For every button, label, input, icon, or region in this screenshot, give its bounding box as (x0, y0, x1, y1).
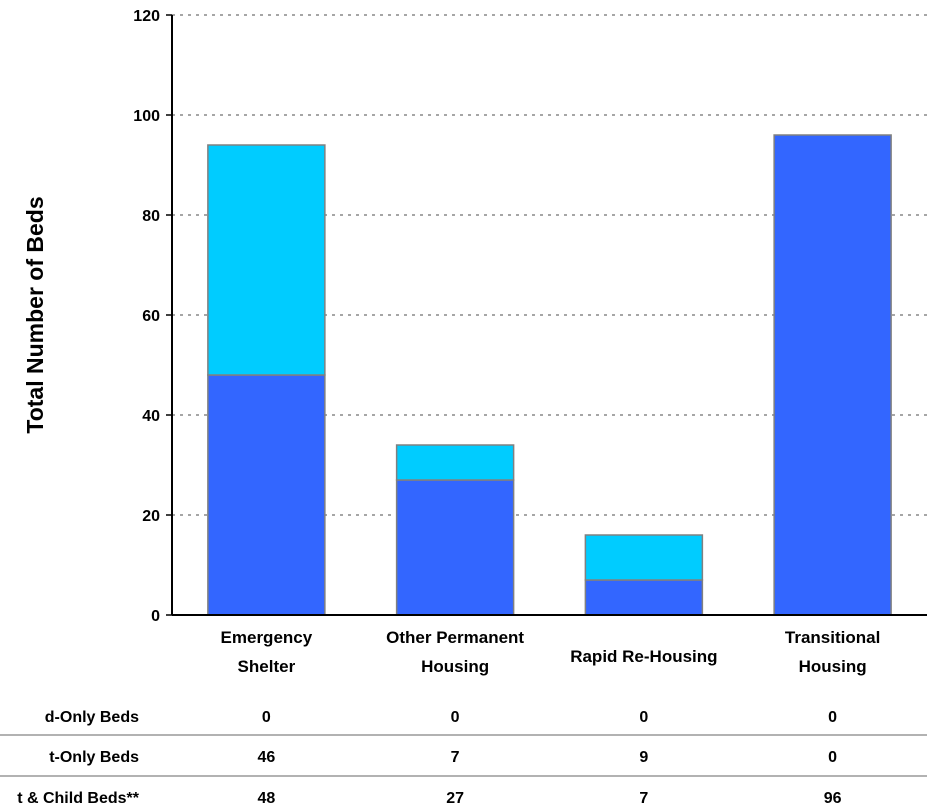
y-tick-label: 40 (142, 408, 160, 425)
y-tick-label: 100 (133, 108, 160, 125)
table-cell: 0 (451, 709, 460, 726)
table-row-label: t & Child Beds** (17, 790, 140, 807)
y-tick-label: 120 (133, 8, 160, 25)
y-tick-label: 60 (142, 308, 160, 325)
data-table: d-Only Beds 0 0 0 0 t-Only Beds 46 7 9 0 t & Child… (0, 709, 927, 807)
x-category-label: Housing (421, 657, 489, 676)
bar-segment-adult-only (395, 444, 515, 481)
bar-segment-adult-child (773, 134, 892, 616)
x-category-label: Emergency (221, 628, 313, 647)
table-row-label: d-Only Beds (45, 709, 139, 726)
table-row-label: t-Only Beds (49, 749, 139, 766)
x-category-label: Other Permanent (386, 628, 524, 647)
bar-segment-adult-child (395, 479, 515, 616)
table-cell: 0 (828, 749, 837, 766)
table-cell: 48 (257, 790, 275, 807)
table-cell: 0 (262, 709, 271, 726)
table-cell: 9 (639, 749, 648, 766)
y-axis-label: Total Number of Beds (22, 196, 48, 433)
x-category-label: Transitional (785, 628, 880, 647)
axes (166, 14, 927, 616)
table-cell: 46 (257, 749, 275, 766)
table-cell: 27 (446, 790, 464, 807)
table-cell: 7 (451, 749, 460, 766)
x-category-label: Rapid Re-Housing (570, 647, 717, 666)
bar-segment-adult-only (207, 144, 326, 376)
y-tick-label: 0 (151, 608, 160, 625)
x-category-label: Housing (799, 657, 867, 676)
table-cell: 96 (824, 790, 842, 807)
bar-segment-adult-child (584, 579, 704, 616)
bar-segment-adult-only (584, 534, 704, 581)
table-cell: 0 (828, 709, 837, 726)
bars (207, 134, 892, 616)
gridlines (172, 14, 927, 516)
labels: 0 20 40 60 80 100 120 Emergency Shelter Other Per… (133, 8, 880, 676)
table-cell: 7 (639, 790, 648, 807)
table-cell: 0 (639, 709, 648, 726)
y-tick-label: 20 (142, 508, 160, 525)
bar-segment-adult-child (207, 374, 326, 616)
y-tick-label: 80 (142, 208, 160, 225)
x-category-label: Shelter (238, 657, 296, 676)
